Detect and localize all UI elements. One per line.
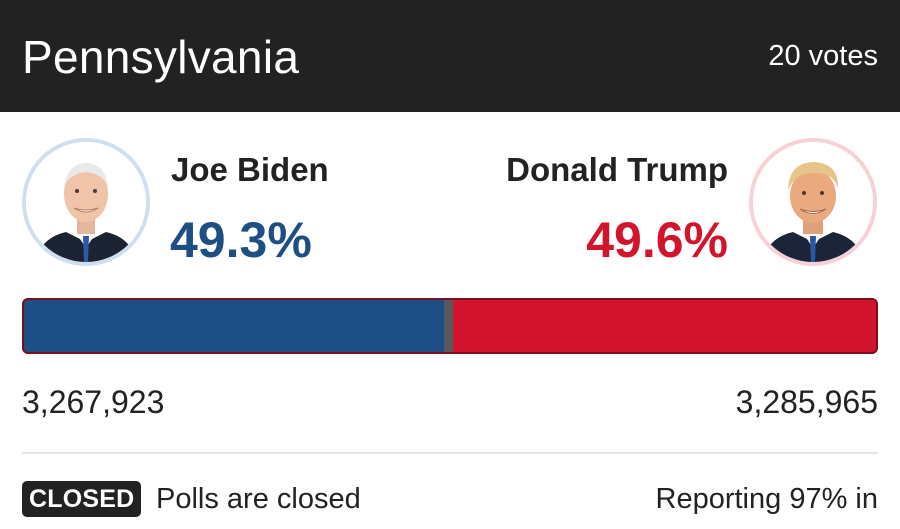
candidate-2-avatar-icon xyxy=(749,138,877,266)
reporting-status: Reporting 97% in xyxy=(655,483,878,515)
candidate-1-percent: 49.3% xyxy=(170,212,312,268)
vote-share-bar-trump xyxy=(453,300,876,352)
candidate-1-vote-count: 3,267,923 xyxy=(22,384,165,420)
vote-share-bar xyxy=(22,298,878,354)
electoral-votes: 20 votes xyxy=(768,40,878,72)
candidate-2-vote-count: 3,285,965 xyxy=(735,384,878,420)
divider xyxy=(22,452,878,454)
state-title: Pennsylvania xyxy=(22,31,300,83)
race-header: Pennsylvania 20 votes xyxy=(0,0,900,112)
candidate-2-percent: 49.6% xyxy=(586,212,728,268)
status-badge: CLOSED xyxy=(22,481,142,517)
vote-share-bar-biden xyxy=(24,300,445,352)
vote-share-bar-other xyxy=(444,300,454,352)
polls-status-text: Polls are closed xyxy=(156,483,361,515)
candidate-1-avatar-icon xyxy=(22,138,150,266)
candidate-2-name: Donald Trump xyxy=(506,151,728,188)
candidate-1-name: Joe Biden xyxy=(171,151,329,188)
